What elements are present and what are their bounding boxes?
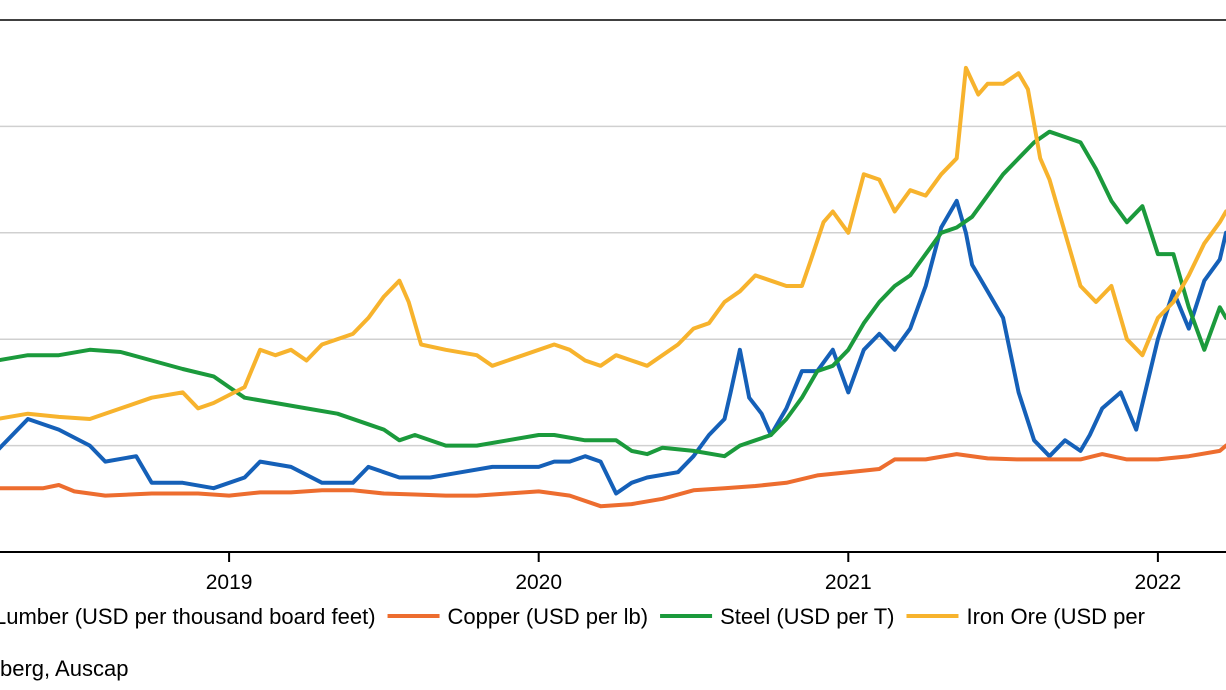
legend-label: Copper (USD per lb) [448, 604, 649, 629]
gridlines [0, 125, 1226, 447]
series-line-1 [0, 198, 1226, 496]
x-tick-label: 2020 [515, 571, 562, 594]
x-tick-label: 2019 [206, 571, 253, 594]
series-line-4 [0, 65, 1226, 421]
series-line-3 [0, 129, 1226, 459]
x-tick-label: 2022 [1135, 571, 1182, 594]
source-note: berg, Auscap [0, 656, 129, 681]
series-line-2 [0, 443, 1226, 509]
x-tick-label: 2021 [825, 571, 872, 594]
legend: Lumber (USD per thousand board feet) Copp… [0, 604, 1145, 629]
legend-label: Iron Ore (USD per [966, 604, 1145, 629]
legend-label: Lumber (USD per thousand board feet) [0, 604, 376, 629]
legend-label: Steel (USD per T) [720, 604, 894, 629]
series-layer [0, 65, 1226, 509]
x-axis-ticks: 2019 2020 2021 2022 [206, 552, 1182, 594]
